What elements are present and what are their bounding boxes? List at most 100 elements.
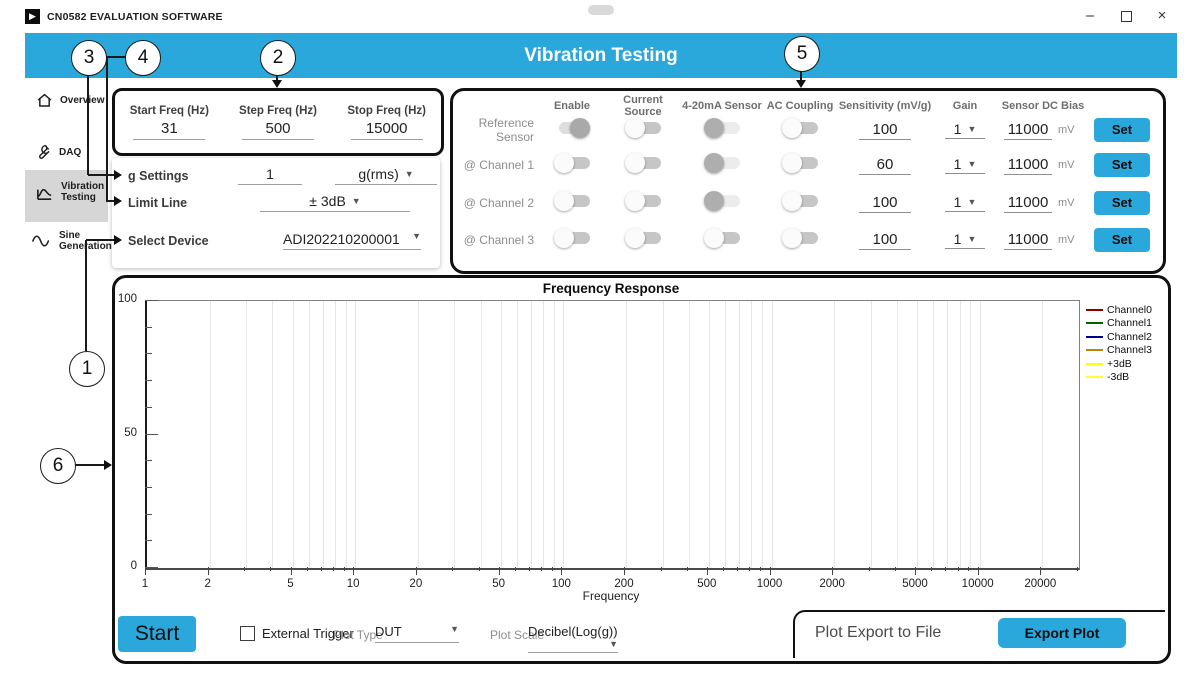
y-tick-label: 50 [124,426,137,439]
channel-row: Reference Sensor 100 1 ▼ 11000 mV Set [456,116,1156,144]
top-notch [588,5,614,15]
y-tick-label: 0 [130,560,137,572]
x-tick [706,567,708,575]
gain-dropdown[interactable]: 1 ▼ [945,156,985,174]
plot-scale-label: Plot Scale [490,628,545,642]
chart-plot-area [145,300,1080,570]
sidebar-item-daq[interactable]: DAQ [34,143,81,161]
gain-dropdown[interactable]: 1 ▼ [945,194,985,212]
y-tick [145,513,152,515]
current-source-toggle[interactable] [625,190,661,211]
callout-6-arrow [104,460,112,470]
x-tick [515,567,517,571]
plot-scale-value: Decibel(Log(g)) [528,624,618,639]
sensitivity-input[interactable]: 100 [859,121,911,140]
callout-3-arrow [114,170,122,180]
channel-label: Reference Sensor [478,116,534,144]
sensitivity-input[interactable]: 100 [859,194,911,213]
x-tick [498,567,500,575]
export-plot-button[interactable]: Export Plot [998,618,1126,648]
minimize-button[interactable]: – [1085,7,1095,24]
x-tick [624,567,625,575]
420ma-sensor-toggle[interactable] [704,152,740,173]
current-source-toggle[interactable] [625,152,661,173]
dc-bias-input[interactable]: 11000 [1004,156,1052,175]
toggle-knob [554,190,574,211]
sensitivity-input[interactable]: 60 [859,156,911,175]
enable-toggle[interactable] [554,190,590,211]
enable-toggle[interactable] [554,227,590,248]
chevron-down-icon: ▼ [967,234,977,244]
ac-coupling-toggle[interactable] [782,152,818,173]
stop-freq-input[interactable]: 15000 [350,120,423,140]
current-source-toggle[interactable] [625,227,661,248]
x-tick [478,567,480,571]
gridline [771,301,773,568]
x-tick [551,567,553,571]
x-tick-label: 1 [141,578,149,590]
chevron-down-icon: ▼ [967,197,977,207]
current-source-toggle[interactable] [625,117,661,138]
sidebar-item-vibration-testing[interactable]: Vibration Testing [35,181,104,203]
dc-bias-input[interactable]: 11000 [1004,194,1052,213]
channels-header-row: Enable Current Source 4-20mA Sensor AC C… [456,94,1156,118]
y-tick [145,540,152,542]
x-tick [737,567,739,571]
y-tick [145,380,152,382]
col-enable: Enable [553,100,591,112]
y-tick [145,486,152,488]
close-button[interactable]: × [1157,7,1167,24]
x-tick [452,567,454,571]
gain-dropdown[interactable]: 1 ▼ [945,121,985,139]
maximize-button[interactable] [1112,6,1140,26]
legend-item: -3dB [1086,371,1152,385]
gridline [834,301,836,568]
dc-bias-input[interactable]: 11000 [1004,121,1052,140]
callout-4: 4 [125,40,161,76]
select-device-dropdown[interactable]: ADI202210200001 ▼ [283,231,421,250]
420ma-sensor-toggle[interactable] [704,190,740,211]
toggle-knob [625,190,645,211]
legend-swatch [1086,362,1103,365]
start-button[interactable]: Start [118,616,196,652]
set-button[interactable]: Set [1094,191,1150,215]
titlebar: ▶ CN0582 EVALUATION SOFTWARE – × [0,0,1200,32]
x-tick-label: 2000 [819,578,845,590]
chevron-down-icon: ▼ [404,169,414,179]
ac-coupling-toggle[interactable] [782,117,818,138]
set-button[interactable]: Set [1094,228,1150,252]
enable-toggle[interactable] [554,152,590,173]
420ma-sensor-toggle[interactable] [704,117,740,138]
x-tick [1040,567,1042,575]
x-tick [207,567,209,575]
set-button[interactable]: Set [1094,153,1150,177]
g-unit-dropdown[interactable]: g(rms) ▼ [335,166,437,185]
ac-coupling-toggle[interactable] [782,227,818,248]
channel-row: @ Channel 2 100 1 ▼ 11000 mV Set [456,190,1156,216]
start-freq-input[interactable]: 31 [133,120,206,140]
plot-scale-dropdown[interactable]: Decibel(Log(g)) ▼ [528,624,618,653]
sidebar-item-sine-generation[interactable]: Sine Generation [32,230,112,252]
dc-bias-input[interactable]: 11000 [1004,231,1052,250]
sidebar-item-overview[interactable]: Overview [36,92,104,109]
chevron-down-icon: ▼ [967,124,977,134]
x-tick [759,567,761,571]
wrench-icon [39,144,50,159]
enable-toggle[interactable] [554,117,590,138]
x-tick [660,567,662,571]
callout-2: 2 [260,40,296,76]
step-freq-input[interactable]: 500 [242,120,314,140]
plot-type-dropdown[interactable]: DUT ▼ [375,624,459,643]
external-trigger-checkbox[interactable] [240,626,255,641]
toggle-knob [625,152,645,173]
sensitivity-input[interactable]: 100 [859,231,911,250]
y-tick [145,300,158,301]
ac-coupling-toggle[interactable] [782,190,818,211]
420ma-sensor-toggle[interactable] [704,227,740,248]
g-settings-input[interactable]: 1 [238,166,302,185]
stop-freq-field: Stop Freq (Hz) 15000 [332,91,441,153]
set-button[interactable]: Set [1094,118,1150,142]
gain-dropdown[interactable]: 1 ▼ [945,231,985,249]
x-tick [945,567,947,571]
limit-line-dropdown[interactable]: ± 3dB ▼ [260,193,410,212]
